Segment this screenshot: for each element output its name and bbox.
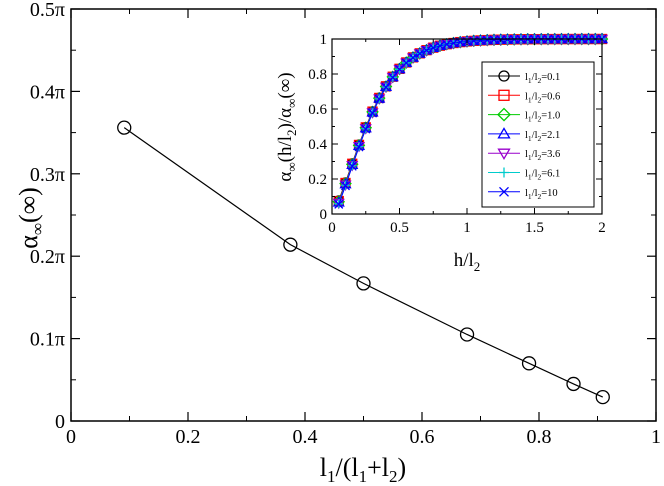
main-data-point <box>595 389 610 405</box>
inset-x-tick-label: 2 <box>598 220 606 236</box>
inset-x-tick-label: 0.5 <box>390 220 409 236</box>
main-y-tick-label: 0.3π <box>30 164 65 186</box>
inset-data-point <box>334 199 344 209</box>
inset-x-tick-label: 1 <box>463 220 471 236</box>
legend-label: l1/l2=3.6 <box>525 149 560 162</box>
main-data-point <box>459 327 475 342</box>
inset-data-point <box>367 108 378 118</box>
inset-data-point <box>415 49 425 59</box>
inset-data-point <box>381 82 391 92</box>
main-x-tick-label: 0.4 <box>293 426 318 448</box>
legend-label: l1/l2=0.1 <box>525 72 560 85</box>
inset-y-tick-label: 0.8 <box>308 67 327 83</box>
main-data-point <box>521 356 537 371</box>
inset-x-tick-labels: 0 0.5 1 1.5 2 <box>328 220 606 236</box>
inset-data-point <box>421 45 432 55</box>
inset-data-point <box>361 124 371 134</box>
legend-label: l1/l2=1.0 <box>525 111 560 124</box>
main-data-point <box>356 276 371 291</box>
inset-legend: l1/l2=0.1 l1/l2=0.6 l1/l2=1.0 l1/l2=2.1 l1/l… <box>481 61 595 208</box>
legend-marker <box>498 70 510 82</box>
inset-plot: 0 0.5 1 1.5 2 0 0.2 0.4 0.6 0.8 1 h/l2 α∞(h/l2)/α… <box>275 32 609 274</box>
legend-marker <box>499 186 509 197</box>
inset-data-point <box>428 43 438 53</box>
main-x-tick-label: 1 <box>651 426 661 448</box>
main-y-tick-labels: 0 0.1π 0.2π 0.3π 0.4π 0.5π <box>30 0 65 433</box>
main-y-tick-label: 0.4π <box>30 81 65 103</box>
inset-data-point <box>374 94 384 104</box>
legend-label: l1/l2=0.6 <box>525 91 560 104</box>
inset-y-tick-labels: 0 0.2 0.4 0.6 0.8 1 <box>308 32 327 223</box>
inset-y-tick-label: 0.4 <box>308 137 327 153</box>
inset-data-point <box>354 142 364 152</box>
legend-marker <box>499 167 509 178</box>
inset-y-tick-label: 1 <box>320 32 328 48</box>
inset-data-point <box>475 35 486 45</box>
main-y-tick-label: 0 <box>55 411 65 433</box>
inset-ticks <box>331 38 603 215</box>
main-series-line <box>123 127 604 398</box>
inset-y-axis-title: α∞(h/l2)/α∞(∞) <box>275 72 299 181</box>
main-x-tick-label: 0.8 <box>527 426 552 448</box>
main-series <box>117 120 610 405</box>
inset-y-tick-label: 0.6 <box>308 102 327 118</box>
main-x-tick-labels: 0 0.2 0.4 0.6 0.8 1 <box>66 426 661 448</box>
inset-data-point <box>388 72 398 82</box>
legend-marker <box>497 127 511 139</box>
main-y-tick-label: 0.2π <box>30 246 65 268</box>
main-data-point <box>117 120 132 135</box>
inset-data-point <box>401 58 411 68</box>
main-data-point <box>283 237 298 252</box>
inset-data-point <box>435 41 445 51</box>
main-ticks <box>70 8 657 422</box>
legend-marker <box>497 107 511 122</box>
main-plot: 0 0.2 0.4 0.6 0.8 1 0 0.1π 0.2π 0.3π 0.4π 0.5π l1/… <box>14 0 661 486</box>
legend-label: l1/l2=2.1 <box>525 130 560 143</box>
main-x-axis-title: l1/(l1+l2) <box>320 453 406 486</box>
inset-x-tick-label: 0 <box>328 220 336 236</box>
main-x-tick-label: 0.2 <box>176 426 201 448</box>
main-y-axis-title: α∞(∞) <box>14 187 47 249</box>
main-x-tick-label: 0 <box>66 426 76 448</box>
inset-data-point <box>340 181 351 191</box>
main-x-tick-label: 0.6 <box>410 426 435 448</box>
inset-y-tick-label: 0.2 <box>308 172 327 188</box>
legend-marker <box>498 89 510 101</box>
inset-data-point <box>347 161 357 171</box>
main-data-point <box>566 376 581 392</box>
legend-label: l1/l2=10 <box>525 188 558 201</box>
legend-label: l1/l2=6.1 <box>525 169 560 182</box>
inset-data-point <box>482 35 492 45</box>
legend-marker <box>497 148 511 160</box>
main-y-tick-label: 0.1π <box>30 329 65 351</box>
inset-data-point <box>489 35 499 45</box>
inset-y-tick-label: 0 <box>320 207 328 223</box>
inset-data-point <box>408 53 418 63</box>
inset-x-tick-label: 1.5 <box>525 220 544 236</box>
main-y-tick-label: 0.5π <box>30 0 65 21</box>
inset-x-axis-title: h/l2 <box>454 250 481 274</box>
